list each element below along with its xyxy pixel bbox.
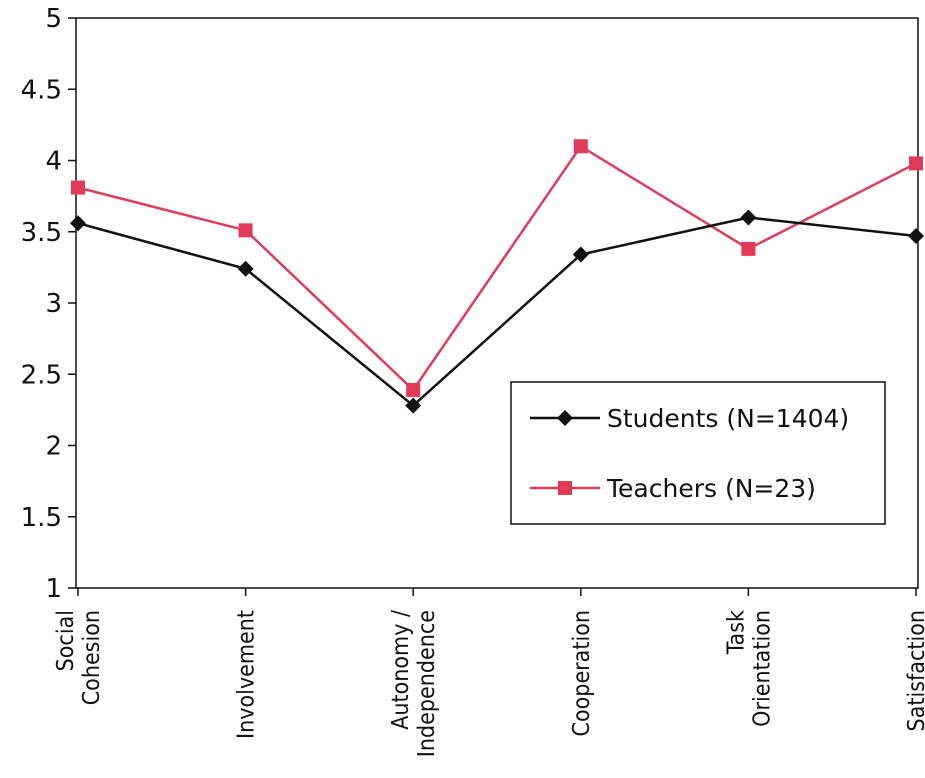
data-point [909, 156, 923, 171]
series-line-1 [77, 144, 917, 392]
x-tick-label: Autonomy / Independence [388, 610, 440, 757]
y-tick-label: 2.5 [21, 360, 62, 390]
x-tick-label-line: Orientation [749, 610, 775, 727]
x-tick-label-line: Cohesion [79, 610, 105, 705]
y-tick-label: 1.5 [21, 503, 62, 533]
data-point [405, 397, 422, 414]
x-tick-label: Satisfaction [904, 610, 925, 731]
y-tick-label: 2 [45, 432, 62, 462]
x-tick-label: Involvement [234, 610, 260, 739]
x-tick-label-line: Involvement [234, 610, 260, 739]
y-tick-label: 3.5 [21, 218, 62, 248]
legend-box [510, 381, 886, 525]
x-tick-label-line: Social [53, 610, 79, 671]
y-tick-label: 4.5 [21, 75, 62, 105]
x-tick-label: Cooperation [569, 610, 595, 736]
x-tick-label-line: Task [723, 610, 749, 655]
data-point [406, 382, 421, 397]
x-tick-label: Social Cohesion [53, 610, 105, 705]
y-tick-label: 5 [45, 4, 62, 34]
data-point [238, 223, 253, 238]
legend-label: Students (N=1404) [607, 404, 849, 433]
y-tick-label: 1 [45, 574, 62, 604]
series-layer [70, 139, 924, 414]
y-tick-label: 3 [45, 289, 62, 319]
data-point [740, 209, 757, 226]
x-tick-label-line: Autonomy / [388, 610, 414, 730]
x-tick-label-line: Cooperation [569, 610, 595, 736]
legend-marker [557, 410, 573, 426]
legend-label: Teachers (N=23) [606, 474, 816, 503]
data-point [70, 215, 86, 232]
series-line-0 [77, 216, 917, 408]
data-point [237, 260, 254, 277]
data-point [908, 228, 924, 245]
x-tick-label-line: Satisfaction [904, 610, 925, 731]
legend-marker [558, 481, 572, 495]
y-axis: 1 1.5 2 2.5 3 3.5 4 4.5 5 [21, 4, 76, 604]
data-point [71, 180, 85, 195]
data-point [741, 241, 756, 256]
x-axis: Social Cohesion Involvement Autonomy / Indep… [53, 588, 925, 757]
legend: Students (N=1404) Teachers (N=23) [510, 381, 886, 525]
data-point [573, 139, 588, 154]
x-tick-label-line: Independence [414, 610, 440, 757]
data-point [572, 246, 589, 263]
y-tick-label: 4 [45, 147, 62, 177]
x-tick-label: Task Orientation [723, 610, 775, 727]
